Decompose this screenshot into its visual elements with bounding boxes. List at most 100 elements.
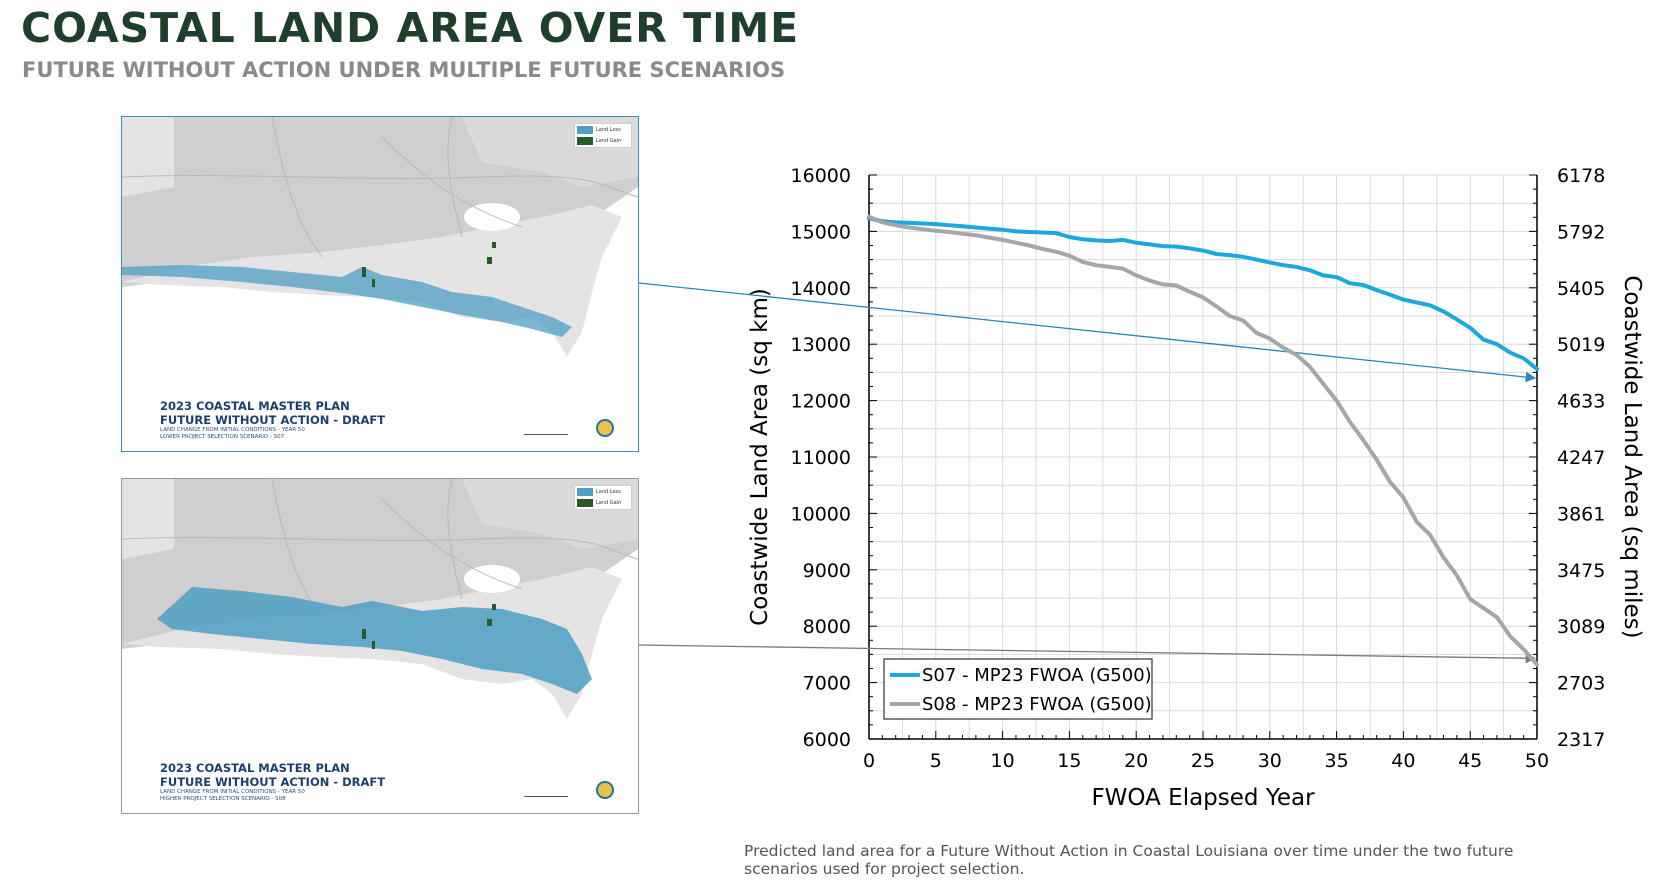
- chart-annotations: [638, 282, 1537, 664]
- legend-land-gain: Land Gain: [596, 137, 622, 144]
- land-gain-swatch: [577, 498, 593, 507]
- y-tick-label: 11000: [791, 447, 851, 469]
- y-axis-title: Coastwide Land Area (sq km): [747, 288, 773, 626]
- y-tick-label: 14000: [791, 278, 851, 300]
- road-line: [447, 117, 463, 238]
- y-tick-label: 9000: [803, 560, 851, 582]
- x-tick-label: 0: [863, 750, 875, 772]
- x-tick-label: 15: [1057, 750, 1081, 772]
- x-tick-label: 25: [1191, 750, 1215, 772]
- x-tick-label: 5: [930, 750, 942, 772]
- chart-series: [867, 214, 1539, 667]
- y2-tick-label: 4247: [1557, 447, 1605, 469]
- y-tick-label: 10000: [791, 503, 851, 525]
- y2-tick-label: 6178: [1557, 165, 1605, 187]
- y-tick-label: 13000: [791, 334, 851, 356]
- y2-tick-label: 3861: [1557, 503, 1605, 525]
- legend-box: [883, 658, 1153, 720]
- series-line-2: [867, 214, 1539, 667]
- y2-tick-label: 4633: [1557, 391, 1605, 413]
- legend-land-loss: Land Loss: [596, 488, 621, 495]
- map-caption-title: 2023 COASTAL MASTER PLAN: [160, 761, 350, 775]
- x-tick-label: 10: [991, 750, 1015, 772]
- map-caption-subtitle: FUTURE WITHOUT ACTION - DRAFT: [160, 775, 386, 789]
- x-tick-label: 50: [1525, 750, 1549, 772]
- road-line: [447, 479, 463, 600]
- louisiana-map-s08: [122, 479, 638, 813]
- y-tick-label: 16000: [791, 165, 851, 187]
- cpra-logo-icon: [596, 419, 614, 437]
- y-tick-label: 8000: [803, 616, 851, 638]
- lake-shape: [464, 565, 520, 593]
- y2-tick-label: 3089: [1557, 616, 1605, 638]
- land-gain-patch: [492, 242, 496, 248]
- page-subtitle: FUTURE WITHOUT ACTION UNDER MULTIPLE FUT…: [22, 58, 786, 82]
- y-tick-label: 12000: [791, 391, 851, 413]
- y2-tick-label: 2317: [1557, 729, 1605, 751]
- land-gain-patch: [372, 279, 375, 287]
- map-legend: Land Loss Land Gain: [574, 123, 632, 148]
- land-gain-patch: [492, 604, 496, 610]
- road-line: [381, 498, 523, 590]
- land-gain-patch: [487, 619, 492, 626]
- map-caption-scenario: HIGHER PROJECT SELECTION SCENARIO - S08: [160, 796, 286, 802]
- map-caption-detail: LAND CHANGE FROM INITIAL CONDITIONS - YE…: [160, 427, 305, 433]
- x-tick-label: 30: [1258, 750, 1282, 772]
- x-tick-label: 20: [1124, 750, 1148, 772]
- map-panel-s07: Land Loss Land Gain 2023 COASTAL MASTER …: [121, 116, 639, 452]
- y2-axis-title: Coastwide Land Area (sq miles): [1619, 275, 1645, 638]
- land-loss-swatch: [577, 125, 593, 134]
- land-loss-area: [122, 265, 572, 337]
- series-line-1: [867, 216, 1539, 371]
- annotation-arrow: [638, 282, 1537, 383]
- y2-tick-label: 2703: [1557, 673, 1605, 695]
- x-tick-label: 35: [1325, 750, 1349, 772]
- land-loss-area: [157, 587, 592, 694]
- road-line: [122, 175, 638, 198]
- road-line: [122, 537, 638, 560]
- map-caption-scenario: LOWER PROJECT SELECTION SCENARIO - S07: [160, 434, 285, 440]
- y-tick-label: 6000: [803, 729, 851, 751]
- legend-label-1: S07 - MP23 FWOA (G500): [922, 665, 1152, 686]
- figure-caption: Predicted land area for a Future Without…: [744, 842, 1624, 878]
- lake-shape: [464, 203, 520, 231]
- legend-label-2: S08 - MP23 FWOA (G500): [922, 694, 1152, 715]
- land-gain-patch: [487, 257, 492, 264]
- x-tick-label: 40: [1391, 750, 1415, 772]
- map-caption: 2023 COASTAL MASTER PLAN FUTURE WITHOUT …: [160, 399, 440, 441]
- legend-land-gain: Land Gain: [596, 499, 622, 506]
- land-gain-patch: [362, 267, 366, 277]
- cpra-logo-icon: [596, 781, 614, 799]
- x-axis-title: FWOA Elapsed Year: [1091, 785, 1315, 811]
- land-gain-patch: [372, 641, 375, 649]
- map-caption-title: 2023 COASTAL MASTER PLAN: [160, 399, 350, 413]
- map-scale-bar: [524, 428, 568, 435]
- map-panel-s08: Land Loss Land Gain 2023 COASTAL MASTER …: [121, 478, 639, 814]
- y2-tick-label: 3475: [1557, 560, 1605, 582]
- land-gain-patch: [362, 629, 366, 639]
- road-line: [381, 136, 523, 228]
- land-loss-swatch: [577, 487, 593, 496]
- caption-line-2: scenarios used for project selection.: [744, 860, 1025, 878]
- map-caption-detail: LAND CHANGE FROM INITIAL CONDITIONS - YE…: [160, 789, 305, 795]
- y2-tick-label: 5405: [1557, 278, 1605, 300]
- y2-tick-label: 5792: [1557, 221, 1605, 243]
- caption-line-1: Predicted land area for a Future Without…: [744, 842, 1514, 860]
- road-line: [271, 117, 323, 258]
- louisiana-map-s07: [122, 117, 638, 451]
- y-tick-label: 7000: [803, 673, 851, 695]
- map-caption: 2023 COASTAL MASTER PLAN FUTURE WITHOUT …: [160, 761, 440, 803]
- chart-axes: 0 5 10 15 20 25 30 35 40 45 50 6000 7000 8000 9000 1000…: [747, 165, 1645, 811]
- annotation-arrow: [638, 644, 1537, 664]
- x-tick-label: 45: [1458, 750, 1482, 772]
- map-caption-subtitle: FUTURE WITHOUT ACTION - DRAFT: [160, 413, 386, 427]
- map-legend: Land Loss Land Gain: [574, 485, 632, 510]
- legend-land-loss: Land Loss: [596, 126, 621, 133]
- land-gain-swatch: [577, 136, 593, 145]
- chart-legend: S07 - MP23 FWOA (G500) S08 - MP23 FWOA (G…: [883, 658, 1153, 720]
- y-tick-label: 15000: [791, 221, 851, 243]
- y2-tick-label: 5019: [1557, 334, 1605, 356]
- page-title: COASTAL LAND AREA OVER TIME: [21, 4, 800, 52]
- chart-grid: [868, 174, 1538, 740]
